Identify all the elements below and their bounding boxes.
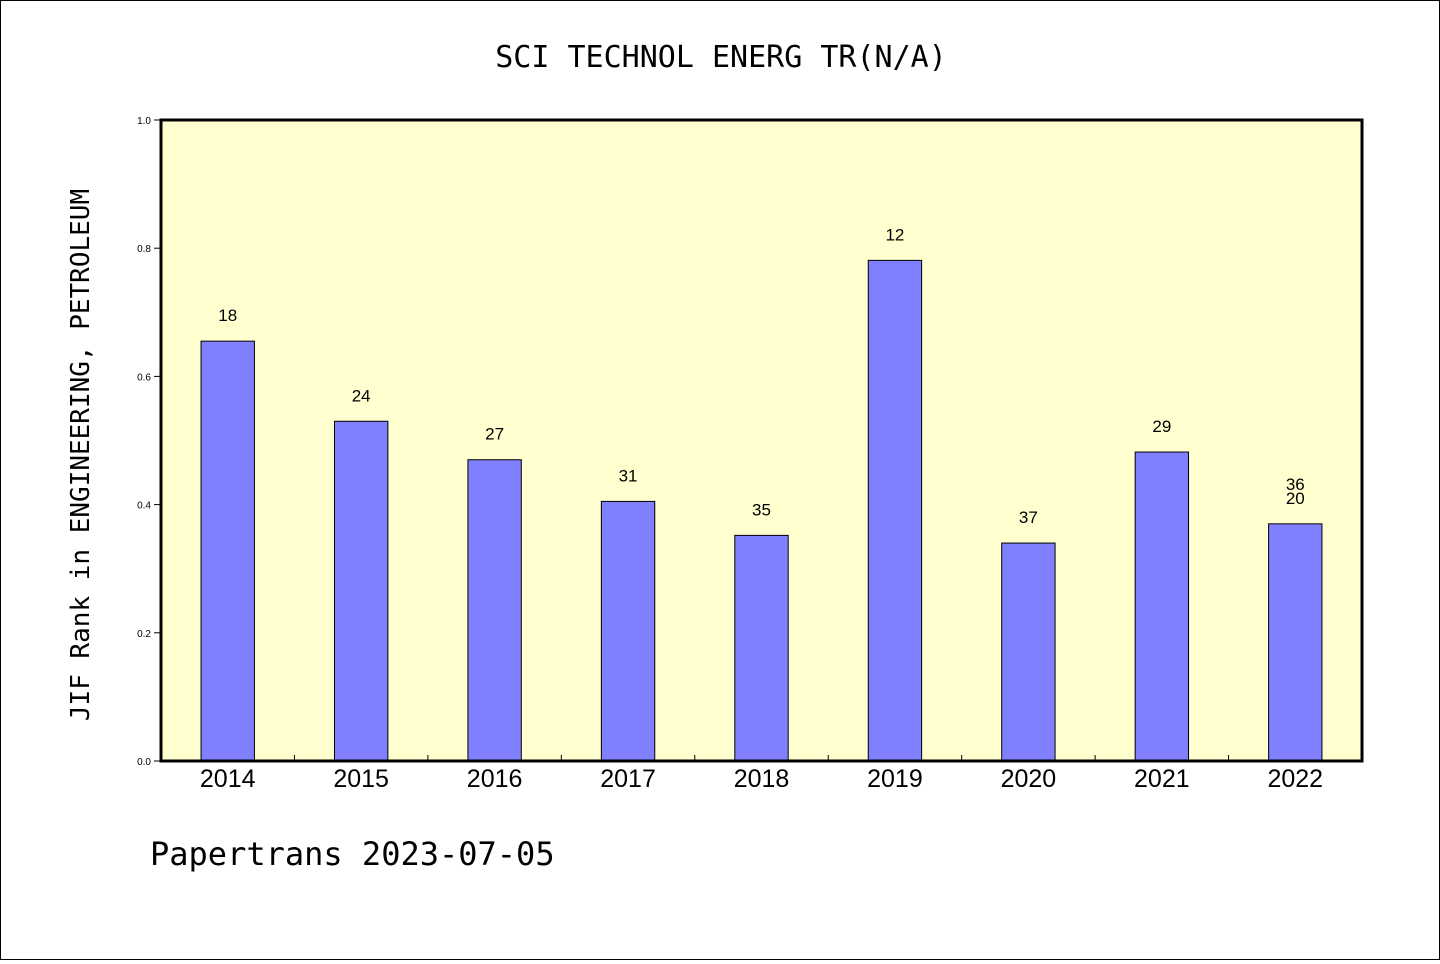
x-tick-label-2016: 2016 xyxy=(467,765,523,793)
data-label-2015: 24 xyxy=(352,386,371,405)
y-axis-label: JIF Rank in ENGINEERING, PETROLEUM xyxy=(66,189,96,721)
y-tick-label-0.6: 0.6 xyxy=(137,372,151,383)
plot-border xyxy=(159,118,1364,763)
x-tick-label-2018: 2018 xyxy=(734,765,790,793)
bar-2020 xyxy=(1001,542,1056,762)
bar-2021 xyxy=(1134,451,1190,762)
data-label-2021: 29 xyxy=(1152,417,1171,436)
bar-2014 xyxy=(200,340,255,762)
data-label-2017: 31 xyxy=(619,466,638,485)
data-label-2016: 27 xyxy=(485,425,504,444)
x-tick-label-2019: 2019 xyxy=(867,765,923,793)
axis-ticks-group: 2014 2015 2016 2017 2018 2019 2020 2021 20220.00… xyxy=(137,116,1323,793)
data-label-2019: 12 xyxy=(885,225,904,244)
x-tick-label-2017: 2017 xyxy=(600,765,656,793)
bar-2018 xyxy=(734,534,789,762)
y-tick-label-0.2: 0.2 xyxy=(137,629,151,640)
data-label-2018: 35 xyxy=(752,500,771,519)
y-tick-label-0.8: 0.8 xyxy=(137,244,151,255)
x-tick-label-2021: 2021 xyxy=(1134,765,1190,793)
data-label-2020: 37 xyxy=(1019,508,1038,527)
bar-2017 xyxy=(600,500,656,762)
bar-2015 xyxy=(333,420,389,762)
y-tick-label-0.4: 0.4 xyxy=(137,501,151,512)
y-tick-label-0.0: 0.0 xyxy=(137,757,151,768)
x-tick-label-2015: 2015 xyxy=(333,765,389,793)
data-label-2022-2: 20 xyxy=(1286,489,1305,508)
footer-text: Papertrans 2023-07-05 xyxy=(150,835,555,873)
bar-2016 xyxy=(467,459,522,762)
y-tick-label-1.0: 1.0 xyxy=(137,116,151,127)
chart-title: SCI TECHNOL ENERG TR(N/A) xyxy=(495,40,947,75)
x-tick-label-2014: 2014 xyxy=(200,765,256,793)
x-tick-label-2020: 2020 xyxy=(1001,765,1057,793)
data-label-2022-1: 36 xyxy=(1286,475,1305,494)
data-label-2014: 18 xyxy=(218,306,237,325)
bar-2022 xyxy=(1268,523,1323,762)
x-tick-label-2022: 2022 xyxy=(1267,765,1323,793)
bar-2019 xyxy=(867,259,923,762)
